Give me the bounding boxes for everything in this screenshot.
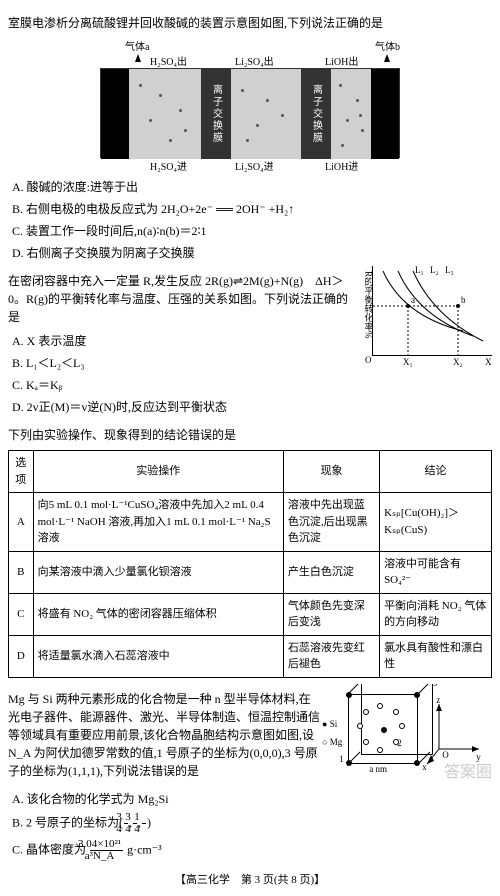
right-electrode — [371, 69, 399, 159]
table-row: D 将适量氯水滴入石蕊溶液中 石蕊溶液先变红后褪色 氯水具有酸性和漂白性 — [9, 635, 492, 677]
table-row: B 向某溶液中滴入少量氯化钡溶液 产生白色沉淀 溶液中可能含有 SO₄²⁻ — [9, 551, 492, 593]
q4-option-c: C. 晶体密度为 3.04×10²¹a³N_A g·cm⁻³ — [26, 839, 492, 862]
q2-option-c: C. Kₐ＝Kᵦ — [26, 376, 492, 394]
chart-origin: O — [365, 354, 372, 368]
q1-option-c: C. 装置工作一段时间后,n(a)∶n(b)＝2∶1 — [26, 222, 492, 240]
gas-b-label: 气体b — [375, 40, 400, 55]
h2so4-in: H₂SO₄进 — [150, 160, 187, 175]
legend-mg: ○ Mg — [322, 736, 342, 750]
q1-option-b: B. 右侧电极的电极反应式为 2H₂O+2e⁻ ══ 2OH⁻ +H₂↑ — [26, 200, 492, 218]
membrane-2: 离子交换膜 — [301, 69, 331, 159]
chamber-3 — [331, 69, 373, 159]
q3-text: 下列由实验操作、现象得到的结论错误的是 — [8, 426, 492, 444]
electrolysis-diagram: 气体a 气体b H₂SO₄出 Li₂SO₄出 LiOH出 离子交换膜 — [8, 40, 492, 170]
experiment-table: 选项 实验操作 现象 结论 A 向5 mL 0.1 mol·L⁻¹CuSO₄溶液… — [8, 450, 492, 678]
atom-1-label: 1 — [339, 753, 344, 767]
th-operation: 实验操作 — [33, 451, 283, 493]
coord-axes: z y x O — [424, 699, 484, 769]
arrow-up-icon — [384, 54, 390, 62]
atom-3-label: 3 — [433, 684, 438, 691]
li2so4-in: Li₂SO₄进 — [235, 160, 274, 175]
th-phenomenon: 现象 — [283, 451, 379, 493]
q1-text: 室膜电渗析分离硫酸锂并回收酸碱的装置示意图如图,下列说法正确的是 — [8, 14, 492, 32]
gas-a-label: 气体a — [125, 40, 149, 55]
chart-L3: L₃ — [445, 266, 454, 278]
chart-b: b — [461, 294, 466, 308]
th-conclusion: 结论 — [380, 451, 492, 493]
equilibrium-chart: R的平衡转化率% L₁ L₂ L₃ a b O X₁ X₂ X — [362, 266, 492, 366]
atom-2-label: 2 — [397, 737, 402, 751]
chart-L1: L₁ — [415, 266, 424, 278]
q1-option-a: A. 酸碱的浓度:进等于出 — [26, 178, 492, 196]
lioh-in: LiOH进 — [325, 160, 358, 175]
q4-option-b: B. 2 号原子的坐标为(34,34,14) — [26, 812, 492, 835]
q4-option-a: A. 该化合物的化学式为 Mg₂Si — [26, 790, 492, 808]
table-row: C 将盛有 NO₂ 气体的密闭容器压缩体积 气体颜色先变深后变浅 平衡向消耗 N… — [9, 593, 492, 635]
chamber-2 — [231, 69, 301, 159]
q2-option-d: D. 2v正(M)＝v逆(N)时,反应达到平衡状态 — [26, 398, 492, 416]
chart-a: a — [411, 294, 415, 308]
q1-option-d: D. 右侧离子交换膜为阴离子交换膜 — [26, 244, 492, 262]
page-footer: 【高三化学 第 3 页(共 8 页)】 — [8, 872, 492, 889]
unit-cell: 1 2 3 a nm — [348, 694, 418, 764]
left-electrode — [101, 69, 129, 159]
watermark: 答案圈 — [444, 761, 492, 785]
th-option: 选项 — [9, 451, 34, 493]
origin: O — [442, 749, 449, 763]
legend-si: ● Si — [322, 718, 342, 732]
z-axis: z — [436, 694, 440, 708]
chart-xlabel: X — [485, 356, 492, 370]
chart-X1: X₁ — [403, 356, 413, 370]
table-row: A 向5 mL 0.1 mol·L⁻¹CuSO₄溶液中先加入2 mL 0.4 m… — [9, 493, 492, 552]
a-label: a nm — [369, 763, 387, 777]
chamber-1 — [129, 69, 201, 159]
chart-X2: X₂ — [453, 356, 463, 370]
arrow-up-icon — [135, 54, 141, 62]
chart-L2: L₂ — [430, 266, 439, 278]
membrane-1: 离子交换膜 — [201, 69, 231, 159]
x-axis: x — [422, 761, 427, 775]
